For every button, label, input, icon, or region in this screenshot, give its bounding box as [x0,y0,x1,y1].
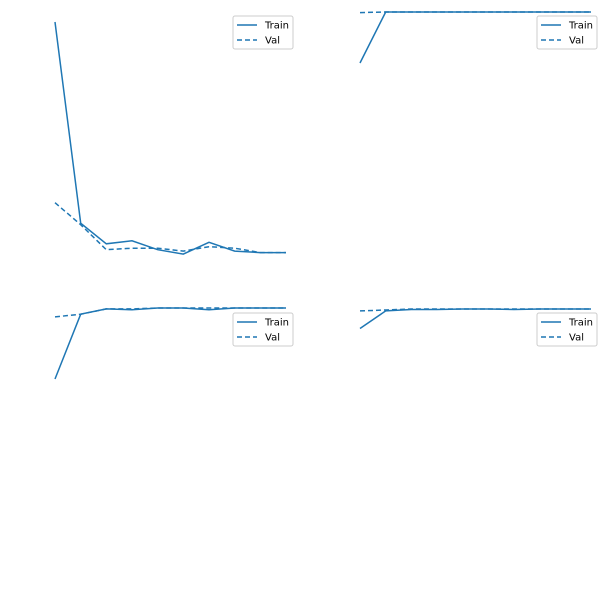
series-line-val [359,11,591,14]
legend: Train Val [232,15,294,50]
panel-4: Train Val [359,308,598,347]
legend: Train Val [536,312,598,347]
legend-label-train: Train [568,21,593,32]
panel-2: Train Val [359,11,598,64]
legend-label-train: Train [264,318,289,329]
series-line-val [54,307,286,318]
legend: Train Val [536,15,598,50]
panel-1: Train Val [54,15,294,255]
series-line-train [54,21,286,255]
legend-label-val: Val [569,36,584,47]
legend-label-val: Val [265,333,280,344]
panel-3: Train Val [54,307,294,380]
legend-label-val: Val [569,333,584,344]
legend: Train Val [232,312,294,347]
series-line-val [54,202,286,254]
legend-label-val: Val [265,36,280,47]
legend-label-train: Train [264,21,289,32]
legend-label-train: Train [568,318,593,329]
series-line-val [359,308,591,312]
